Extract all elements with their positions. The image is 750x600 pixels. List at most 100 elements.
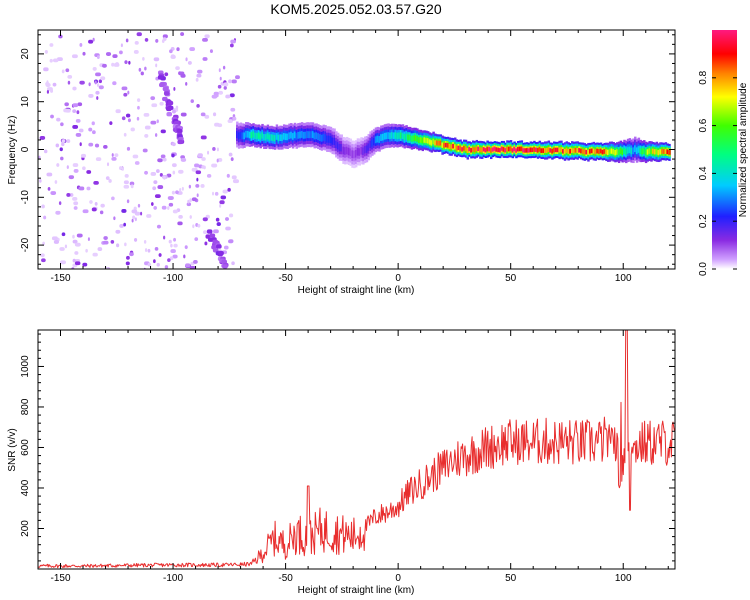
ridge-cell (290, 131, 293, 139)
noise-speckle (75, 118, 81, 123)
colorbar-gradient (712, 30, 737, 269)
noise-speckle (225, 217, 230, 221)
noise-speckle (133, 238, 138, 242)
noise-speckle (72, 258, 76, 263)
ridge-cell (480, 147, 484, 153)
noise-speckle (49, 43, 54, 47)
ridge-cell (300, 130, 304, 138)
ridge-cell (354, 149, 358, 158)
ridge-cell (282, 132, 286, 140)
ridge-cell (358, 148, 362, 156)
noise-speckle (97, 247, 103, 251)
noise-speckle (123, 132, 127, 137)
spectrogram-ytick-label: 20 (20, 48, 31, 60)
noise-speckle (113, 216, 116, 221)
noise-speckle (216, 222, 221, 226)
ridge-cell (405, 133, 408, 140)
ridge-cell (594, 149, 597, 155)
noise-speckle (171, 153, 175, 158)
ridge-cell (389, 132, 392, 140)
ridge-cell (390, 132, 394, 139)
ridge-cell (572, 148, 576, 154)
noise-speckle (167, 258, 171, 263)
streak-cell (166, 112, 173, 117)
noise-speckle (147, 262, 151, 267)
noise-speckle (72, 234, 75, 239)
ridge-cell (666, 149, 669, 155)
noise-speckle (51, 236, 58, 241)
noise-speckle (158, 253, 162, 257)
ridge-cell (425, 137, 428, 144)
snr-xtick-label: -100 (163, 573, 183, 584)
ridge-cell (437, 140, 441, 146)
noise-speckle (103, 240, 109, 245)
ridge-cell (311, 131, 315, 138)
ridge-cell (578, 148, 581, 153)
noise-speckle (187, 199, 190, 204)
ridge-cell (421, 137, 425, 144)
noise-speckle (184, 245, 188, 250)
ridge-cell (491, 147, 495, 152)
noise-speckle (189, 198, 192, 203)
ridge-cell (362, 147, 365, 155)
noise-speckle (46, 80, 49, 85)
noise-speckle (167, 196, 174, 200)
colorbar-tick-label: 0.2 (698, 214, 709, 228)
ridge-cell (360, 146, 363, 155)
noise-speckle (114, 153, 119, 158)
noise-speckle (134, 40, 139, 45)
noise-speckle (194, 163, 200, 168)
noise-speckle (204, 34, 210, 39)
ridge-cell (648, 148, 651, 154)
snr-xtick-label: -50 (278, 573, 293, 584)
ridge-cell (315, 132, 318, 140)
noise-speckle (189, 47, 195, 51)
noise-speckle (201, 157, 206, 161)
noise-speckle (91, 121, 95, 126)
noise-speckle (212, 191, 215, 196)
noise-speckle (52, 58, 59, 63)
noise-speckle (86, 170, 92, 174)
noise-speckle (120, 43, 123, 48)
ridge-cell (428, 139, 432, 145)
noise-speckle (46, 172, 53, 177)
ridge-cell (569, 148, 572, 154)
noise-speckle (175, 66, 180, 71)
ridge-cell (345, 146, 349, 155)
noise-speckle (111, 153, 114, 157)
noise-speckle (153, 57, 160, 62)
noise-speckle (127, 118, 131, 123)
ridge-cell (331, 137, 334, 145)
noise-speckle (211, 163, 218, 168)
noise-speckle (98, 79, 102, 84)
noise-speckle (126, 146, 131, 151)
ridge-cell (396, 132, 399, 140)
noise-speckle (43, 149, 48, 154)
ridge-cell (241, 132, 244, 140)
ridge-cell (551, 148, 554, 154)
noise-speckle (66, 165, 69, 170)
ridge-cell (500, 146, 504, 151)
noise-speckle (156, 119, 159, 124)
ridge-cell (558, 147, 561, 153)
ridge-cell (426, 138, 430, 144)
noise-speckle (159, 172, 163, 177)
ridge-cell (486, 146, 489, 152)
snr-xtick-label: -150 (51, 573, 71, 584)
ridge-cell (335, 140, 338, 149)
ridge-cell (518, 146, 522, 152)
noise-speckle (39, 178, 42, 183)
noise-speckle (88, 142, 94, 147)
noise-speckle (95, 157, 102, 162)
ridge-cell (257, 132, 261, 139)
ridge-cell (511, 148, 515, 153)
noise-speckle (153, 180, 158, 185)
ridge-cell (598, 149, 601, 154)
ridge-cell (470, 148, 473, 153)
ridge-cell (506, 146, 509, 152)
noise-speckle (223, 86, 227, 90)
noise-speckle (235, 75, 240, 80)
ridge-cell (513, 146, 516, 152)
ridge-cell (536, 147, 540, 153)
